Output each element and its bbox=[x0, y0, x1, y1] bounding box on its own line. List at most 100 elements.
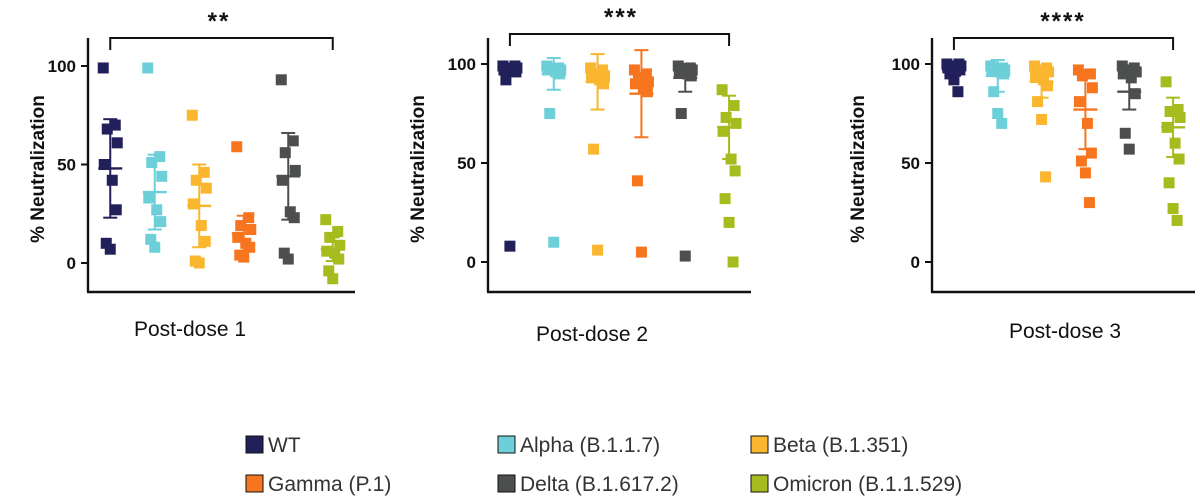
data-point bbox=[104, 243, 116, 255]
legend-swatch bbox=[750, 435, 769, 454]
y-tick-label: 50 bbox=[901, 154, 920, 173]
data-point bbox=[942, 62, 954, 74]
data-point bbox=[1030, 70, 1042, 82]
data-point bbox=[187, 198, 199, 210]
data-point bbox=[100, 237, 112, 249]
data-point bbox=[110, 204, 122, 216]
data-point bbox=[998, 68, 1010, 80]
data-point bbox=[1040, 171, 1052, 183]
chart-panel-3: 0 50 100 % Neutralization Post-dose 3 **** bbox=[848, 8, 1195, 343]
series-delta-b-1-617-2 bbox=[672, 60, 698, 262]
data-point bbox=[723, 216, 735, 228]
data-point bbox=[327, 273, 339, 285]
data-point bbox=[717, 125, 729, 137]
data-point bbox=[1032, 96, 1044, 108]
data-point bbox=[1036, 113, 1048, 125]
data-point bbox=[635, 246, 647, 258]
data-point bbox=[719, 193, 731, 205]
data-point bbox=[151, 204, 163, 216]
data-point bbox=[1033, 64, 1045, 76]
legend-label: Omicron (B.1.1.529) bbox=[773, 473, 962, 496]
series-delta-b-1-617-2 bbox=[275, 74, 301, 265]
data-point bbox=[333, 253, 345, 265]
y-tick-label: 100 bbox=[48, 57, 76, 76]
data-point bbox=[948, 74, 960, 86]
y-tick-label: 50 bbox=[457, 154, 476, 173]
data-point bbox=[585, 62, 597, 74]
data-point bbox=[199, 235, 211, 247]
data-point bbox=[730, 117, 742, 129]
data-point bbox=[1042, 80, 1054, 92]
data-point bbox=[146, 157, 158, 169]
series-omicron-b-1-1-529 bbox=[320, 214, 346, 285]
series-omicron-b-1-1-529 bbox=[716, 84, 742, 268]
legend-label: Delta (B.1.617.2) bbox=[520, 473, 679, 496]
data-point bbox=[586, 72, 598, 84]
data-point bbox=[1164, 106, 1176, 118]
data-point bbox=[685, 70, 697, 82]
data-point bbox=[193, 257, 205, 269]
data-point bbox=[640, 68, 652, 80]
legend-item-wt: WT bbox=[245, 434, 301, 457]
panel-title: Post-dose 1 bbox=[134, 318, 246, 341]
legend-item-delta-b-1-617-2: Delta (B.1.617.2) bbox=[497, 473, 679, 496]
data-point bbox=[1125, 72, 1137, 84]
data-point bbox=[729, 165, 741, 177]
data-point bbox=[716, 84, 728, 96]
data-point bbox=[675, 108, 687, 119]
series-gamma-p-1 bbox=[1072, 64, 1098, 209]
data-point bbox=[1173, 153, 1185, 165]
data-point bbox=[321, 245, 333, 257]
data-point bbox=[245, 224, 257, 236]
data-point bbox=[142, 62, 154, 74]
data-point bbox=[143, 192, 155, 204]
data-point bbox=[98, 159, 110, 170]
data-point bbox=[944, 68, 956, 80]
data-point bbox=[155, 216, 167, 228]
y-tick-label: 100 bbox=[892, 55, 920, 74]
significance-bracket bbox=[952, 37, 1175, 50]
data-point bbox=[288, 212, 300, 224]
data-point bbox=[231, 141, 243, 153]
data-point bbox=[1169, 137, 1181, 149]
data-point bbox=[996, 117, 1008, 129]
data-point bbox=[195, 220, 207, 232]
legend-swatch bbox=[245, 435, 264, 454]
data-point bbox=[544, 108, 556, 119]
data-point bbox=[1119, 127, 1131, 139]
series-beta-b-1-351 bbox=[186, 109, 212, 269]
data-point bbox=[1043, 66, 1055, 78]
data-point bbox=[1076, 70, 1088, 82]
series-alpha-b-1-1-7 bbox=[142, 62, 168, 253]
series-beta-b-1-351 bbox=[1029, 60, 1055, 183]
chart-panel-2: 0 50 100 % Neutralization Post-dose 2 *** bbox=[408, 4, 751, 346]
data-point bbox=[111, 137, 123, 149]
panel-title: Post-dose 3 bbox=[1009, 320, 1121, 343]
data-point bbox=[1172, 104, 1184, 116]
data-point bbox=[275, 74, 287, 86]
data-point bbox=[1160, 76, 1172, 88]
y-axis-label: % Neutralization bbox=[28, 95, 49, 243]
data-point bbox=[1174, 111, 1186, 123]
legend-label: Alpha (B.1.1.7) bbox=[520, 434, 660, 457]
series-wt bbox=[97, 62, 123, 255]
data-point bbox=[186, 109, 198, 121]
data-point bbox=[510, 66, 522, 78]
legend-item-alpha-b-1-1-7: Alpha (B.1.1.7) bbox=[497, 434, 660, 457]
data-point bbox=[641, 86, 653, 98]
data-point bbox=[1081, 117, 1093, 129]
data-point bbox=[592, 244, 604, 256]
legend-label: Gamma (P.1) bbox=[268, 473, 391, 496]
data-point bbox=[1129, 88, 1141, 100]
data-point bbox=[500, 74, 512, 86]
data-point bbox=[101, 123, 113, 135]
significance-bracket bbox=[508, 33, 731, 46]
y-tick-label: 100 bbox=[448, 55, 476, 74]
y-tick-label: 50 bbox=[57, 156, 76, 175]
chart-panel-1: 0 50 100 % Neutralization Post-dose 1 ** bbox=[28, 8, 355, 341]
y-tick-label: 0 bbox=[911, 253, 920, 272]
series-delta-b-1-617-2 bbox=[1116, 60, 1142, 155]
data-point bbox=[289, 164, 301, 176]
legend-label: Beta (B.1.351) bbox=[773, 434, 908, 457]
